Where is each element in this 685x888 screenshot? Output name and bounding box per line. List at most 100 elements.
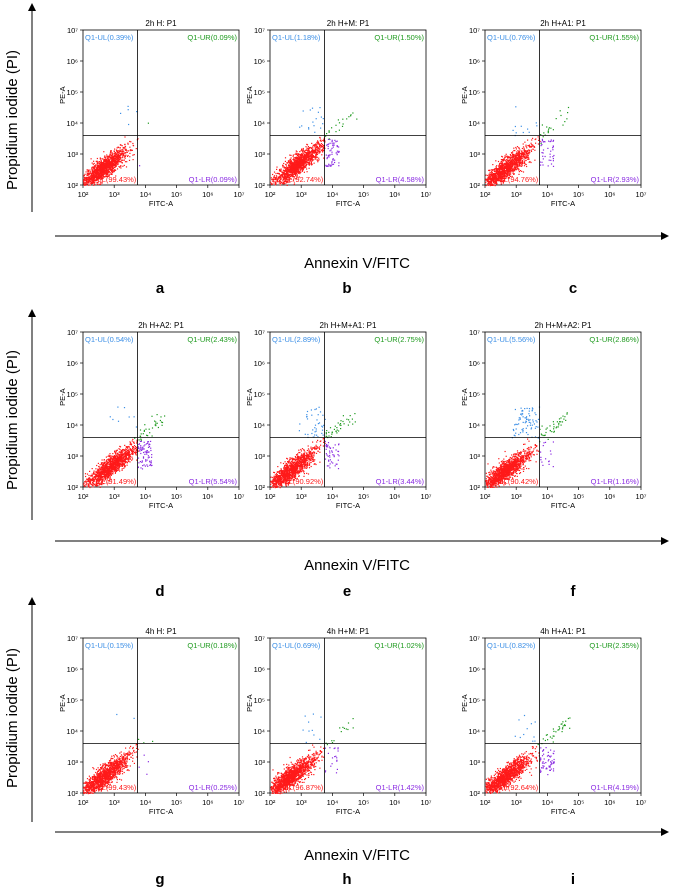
event-dot bbox=[503, 176, 505, 178]
event-dot bbox=[498, 175, 500, 177]
event-dot bbox=[311, 156, 313, 159]
x-tick-label: 10⁵ bbox=[171, 190, 182, 199]
event-dot bbox=[318, 148, 320, 150]
event-dot bbox=[105, 161, 107, 163]
event-dot bbox=[117, 160, 119, 162]
x-tick-label: 10⁴ bbox=[327, 190, 339, 199]
event-dot bbox=[292, 179, 294, 181]
event-dot bbox=[110, 172, 112, 174]
event-dot bbox=[508, 162, 511, 164]
event-dot bbox=[498, 180, 500, 182]
event-dot bbox=[295, 150, 297, 152]
event-dot bbox=[315, 153, 317, 155]
event-dot bbox=[298, 169, 300, 171]
event-dot bbox=[284, 178, 286, 180]
event-dot bbox=[85, 181, 87, 183]
event-dot bbox=[512, 164, 514, 166]
event-dot bbox=[304, 162, 306, 164]
event-dot bbox=[100, 167, 102, 169]
event-dot bbox=[295, 174, 297, 176]
event-dot bbox=[501, 177, 503, 179]
event-dot bbox=[83, 174, 85, 176]
event-dot bbox=[513, 170, 515, 172]
event-dot bbox=[307, 163, 309, 165]
event-dot bbox=[109, 171, 111, 174]
event-dot bbox=[523, 154, 525, 156]
event-dot bbox=[496, 173, 498, 176]
y-tick-label: 10³ bbox=[254, 150, 265, 159]
event-dot bbox=[279, 176, 282, 178]
event-dot bbox=[98, 166, 100, 168]
event-dot bbox=[119, 149, 121, 151]
event-dot bbox=[115, 165, 117, 167]
event-dot bbox=[99, 157, 101, 159]
event-dot bbox=[523, 161, 526, 163]
event-dot bbox=[519, 155, 521, 158]
event-dot bbox=[304, 159, 306, 161]
event-dot bbox=[288, 170, 290, 172]
event-dot bbox=[488, 173, 490, 175]
event-dot bbox=[88, 169, 90, 171]
event-dot bbox=[89, 169, 91, 171]
event-dot bbox=[511, 166, 513, 168]
event-dot bbox=[293, 163, 295, 165]
event-dot bbox=[287, 167, 289, 169]
event-dot bbox=[272, 173, 274, 176]
event-dot bbox=[88, 173, 91, 175]
event-dot bbox=[526, 155, 528, 157]
event-dot bbox=[530, 146, 532, 148]
event-dot bbox=[92, 179, 94, 181]
event-dot bbox=[516, 158, 518, 160]
event-dot bbox=[503, 168, 505, 170]
event-dot bbox=[311, 150, 313, 152]
event-dot bbox=[113, 166, 115, 168]
event-dot bbox=[520, 153, 522, 155]
event-dot bbox=[106, 155, 109, 157]
event-dot bbox=[108, 156, 110, 158]
event-dot bbox=[322, 147, 324, 149]
event-dot bbox=[521, 151, 523, 153]
event-dot bbox=[297, 162, 299, 164]
event-dot bbox=[515, 167, 517, 170]
event-dot bbox=[109, 154, 111, 156]
y-tick-label: 10³ bbox=[469, 150, 480, 159]
event-dot bbox=[330, 164, 332, 167]
event-dot bbox=[309, 157, 311, 159]
event-dot bbox=[122, 157, 124, 159]
event-dot bbox=[323, 145, 325, 147]
event-dot bbox=[501, 164, 503, 166]
event-dot bbox=[274, 178, 276, 180]
event-dot bbox=[322, 139, 324, 142]
event-dot bbox=[101, 167, 103, 169]
event-dot bbox=[283, 162, 285, 165]
event-dot bbox=[291, 162, 293, 164]
event-dot bbox=[490, 177, 492, 179]
event-dot bbox=[523, 147, 525, 149]
event-dot bbox=[516, 157, 518, 159]
event-dot bbox=[133, 154, 135, 156]
event-dot bbox=[320, 144, 322, 146]
event-dot bbox=[322, 145, 324, 147]
event-dot bbox=[520, 157, 522, 160]
event-dot bbox=[109, 161, 111, 163]
event-dot bbox=[515, 106, 517, 108]
event-dot bbox=[133, 445, 136, 447]
event-dot bbox=[550, 163, 553, 165]
event-dot bbox=[322, 151, 324, 153]
x-tick-label: 10⁷ bbox=[420, 190, 431, 199]
event-dot bbox=[93, 162, 95, 165]
event-dot bbox=[526, 153, 528, 155]
event-dot bbox=[507, 177, 509, 179]
event-dot bbox=[308, 128, 310, 130]
event-dot bbox=[100, 171, 103, 173]
event-dot bbox=[286, 169, 288, 171]
event-dot bbox=[509, 173, 512, 175]
event-dot bbox=[491, 173, 493, 175]
event-dot bbox=[117, 155, 119, 157]
event-dot bbox=[132, 159, 134, 161]
event-dot bbox=[305, 152, 307, 154]
event-dot bbox=[111, 160, 113, 162]
event-dot bbox=[94, 168, 96, 170]
event-dot bbox=[524, 150, 526, 153]
event-dot bbox=[292, 172, 294, 174]
